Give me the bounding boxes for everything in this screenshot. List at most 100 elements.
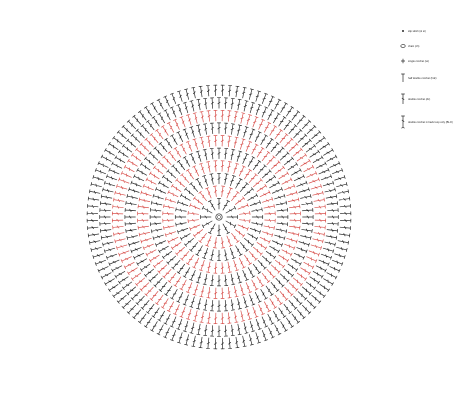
double-crochet-stitch [230,175,236,187]
double-crochet-stitch [236,150,243,162]
double-crochet-stitch [271,160,281,170]
double-crochet-stitch [206,110,211,122]
double-crochet-stitch [302,304,312,315]
double-crochet-stitch [213,237,218,249]
double-crochet-stitch [217,249,221,262]
double-crochet-stitch [340,211,352,216]
double-crochet-stitch [209,147,214,160]
double-crochet-stitch [273,112,281,124]
double-crochet-stitch [300,194,312,199]
double-crochet-stitch [182,156,191,167]
double-crochet-stitch [231,232,240,243]
double-crochet-stitch [199,162,205,174]
double-crochet-stitch [192,310,198,322]
double-crochet-stitch [184,237,194,247]
double-crochet-stitch [208,223,216,235]
double-crochet-stitch [237,98,242,111]
double-crochet-stitch [163,225,175,230]
double-crochet-stitch [191,335,196,348]
double-crochet-stitch [126,119,136,130]
double-crochet-stitch [173,304,180,316]
double-crochet-stitch [170,289,178,300]
double-crochet-stitch [126,286,136,296]
double-crochet-stitch [162,155,172,165]
double-crochet-stitch [217,198,221,210]
double-crochet-stitch [315,136,326,145]
double-crochet-stitch [161,174,173,184]
legend-label: slip stitch (sl st) [408,29,426,33]
double-crochet-stitch [174,215,187,219]
double-crochet-stitch [157,160,167,170]
double-crochet-stitch [206,161,211,173]
double-crochet-stitch [187,211,199,216]
double-crochet-stitch [140,300,150,310]
double-crochet-stitch [289,204,301,209]
double-crochet-stitch [260,134,268,145]
double-crochet-stitch [319,284,330,292]
double-crochet-stitch [256,242,268,250]
double-crochet-stitch [277,215,289,219]
double-crochet-stitch [99,228,112,233]
double-crochet-stitch [213,185,217,197]
double-crochet-stitch [206,287,211,299]
double-crochet-stitch [283,120,292,131]
double-crochet-stitch [267,109,275,121]
stitch-legend: slip stitch (sl st) chain (ch) single cr… [398,26,454,135]
double-crochet-stitch [334,175,346,181]
double-crochet-stitch [248,173,258,183]
double-crochet-stitch [276,207,289,212]
double-crochet-stitch [242,86,247,99]
double-crochet-stitch [244,187,254,197]
double-crochet-stitch [265,138,274,149]
double-crochet-stitch [139,282,150,292]
double-crochet-stitch [251,279,259,291]
double-crochet-stitch [90,246,102,252]
double-crochet-stitch [127,158,138,167]
half-double-crochet-icon [398,71,408,85]
double-crochet-stitch [247,233,258,241]
double-crochet-stitch [112,136,123,145]
double-crochet-stitch [176,291,184,303]
slip-stitch-icon [398,26,408,36]
double-crochet-stitch [180,233,191,241]
double-crochet-stitch [252,116,259,128]
double-crochet-stitch [217,275,221,287]
double-crochet-stitch [289,211,301,216]
double-crochet-stitch [318,259,330,267]
double-crochet-stitch [124,208,136,212]
double-crochet-stitch [92,253,104,259]
double-crochet-stitch [126,304,136,315]
double-crochet-stitch [298,241,310,247]
double-crochet-stitch [213,262,218,274]
double-crochet-stitch [234,229,245,238]
double-crochet-stitch [334,253,346,259]
double-crochet-stitch [284,137,294,148]
double-crochet-stitch [99,221,111,226]
double-crochet-stitch [206,261,211,273]
double-crochet-stitch [108,284,119,292]
double-crochet-stitch [329,266,341,273]
double-crochet-stitch [213,312,218,325]
double-crochet-stitch [264,211,276,216]
double-crochet-stitch [166,121,174,133]
double-crochet-stitch [166,169,176,179]
double-crochet-stitch [155,187,166,194]
double-crochet-stitch [158,282,168,292]
double-crochet-stitch [324,187,336,193]
double-crochet-stitch [201,206,213,214]
double-crochet-stitch [176,131,184,143]
double-crochet-stitch [291,313,300,324]
double-crochet-stitch [272,240,283,247]
double-crochet-stitch [111,161,123,169]
double-crochet-stitch [179,306,186,318]
double-crochet-stitch [112,289,123,298]
legend-label: double crochet (dc) [408,97,431,101]
stitch-round [200,198,238,236]
double-crochet-stitch [199,311,205,323]
double-crochet-stitch [302,286,312,296]
double-crochet-stitch [184,187,194,197]
double-crochet-stitch [167,190,179,198]
double-crochet-stitch [149,171,160,180]
double-crochet-stitch [263,204,275,209]
legend-item-double-crochet-blo: double crochet in back loop only (BLO) [398,113,454,131]
